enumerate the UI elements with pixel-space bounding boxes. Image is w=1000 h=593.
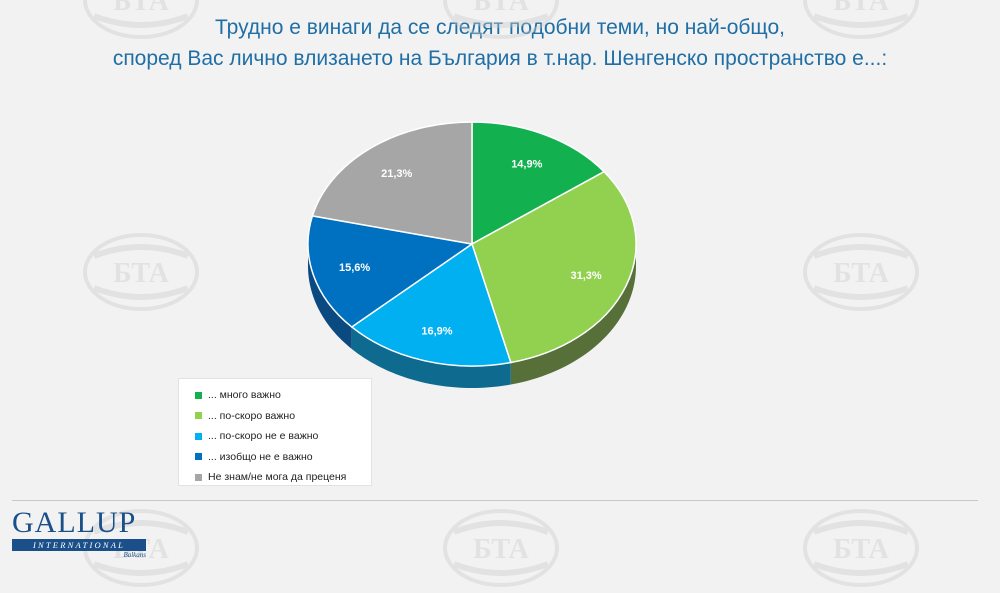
bta-watermark-logo: БТА <box>802 0 920 40</box>
pie-data-label: 21,3% <box>381 168 412 180</box>
svg-text:БТА: БТА <box>833 0 889 17</box>
svg-text:БТА: БТА <box>833 534 889 565</box>
pie-slice-side <box>308 244 352 349</box>
pie-data-label: 16,9% <box>421 326 452 338</box>
svg-text:БТА: БТА <box>113 258 169 289</box>
pie-slice <box>471 170 637 364</box>
bta-watermark-logo: БТА <box>82 232 200 312</box>
legend-label: ... по-скоро важно <box>208 409 296 422</box>
pie-chart: 14,9% 31,3% 16,9% 15,6% 21,3% <box>307 121 637 388</box>
legend-label: ... по-скоро не е важно <box>208 430 319 443</box>
svg-text:БТА: БТА <box>473 534 529 565</box>
legend-item-not-important-at-all: ... изобщо не е важно <box>179 447 371 468</box>
pie-data-label: 15,6% <box>339 262 370 274</box>
legend-label: ... много важно <box>208 389 281 402</box>
legend-swatch <box>195 391 202 399</box>
chart-title-line-1: Трудно е винаги да се следят подобни тем… <box>215 16 785 39</box>
legend-item-very-important: ... много важно <box>179 385 371 406</box>
chart-legend: ... много важно ... по-скоро важно ... п… <box>178 378 372 486</box>
legend-item-rather-important: ... по-скоро важно <box>179 406 371 427</box>
pie-slice <box>307 215 474 328</box>
svg-text:БТА: БТА <box>473 0 529 17</box>
gallup-logo: GALLUP INTERNATIONAL Balkans <box>12 508 152 560</box>
logo-sub-text: Balkans <box>123 551 146 559</box>
chart-title: Трудно е винаги да се следят подобни тем… <box>0 12 1000 74</box>
legend-item-dont-know: Не знам/не мога да преценя <box>179 467 371 488</box>
legend-swatch <box>195 473 202 481</box>
legend-swatch <box>195 453 202 461</box>
pie-data-label: 31,3% <box>570 270 601 282</box>
svg-text:БТА: БТА <box>833 258 889 289</box>
pie-slice <box>350 242 512 367</box>
legend-label: Не знам/не мога да преценя <box>208 471 347 484</box>
logo-main-text: GALLUP <box>12 506 137 539</box>
svg-text:БТА: БТА <box>113 0 169 17</box>
legend-swatch <box>195 432 202 440</box>
pie-slice-side <box>351 326 511 388</box>
pie-side-walls <box>308 244 636 388</box>
pie-data-label: 14,9% <box>511 158 542 170</box>
legend-swatch <box>195 412 202 420</box>
bta-watermark-logo: БТА <box>82 0 200 40</box>
pie-slice-side <box>510 244 636 385</box>
legend-label: ... изобщо не е важно <box>208 450 313 463</box>
pie-slice <box>311 121 473 245</box>
footer-divider <box>12 500 978 501</box>
bta-watermark-logo: БТА <box>442 0 560 40</box>
legend-item-rather-not-important: ... по-скоро не е важно <box>179 426 371 447</box>
pie-slice <box>471 121 606 246</box>
logo-band-text: INTERNATIONAL <box>12 539 146 551</box>
bta-watermark-logo: БТА <box>802 232 920 312</box>
chart-title-line-2: според Вас лично влизането на България в… <box>112 47 888 70</box>
